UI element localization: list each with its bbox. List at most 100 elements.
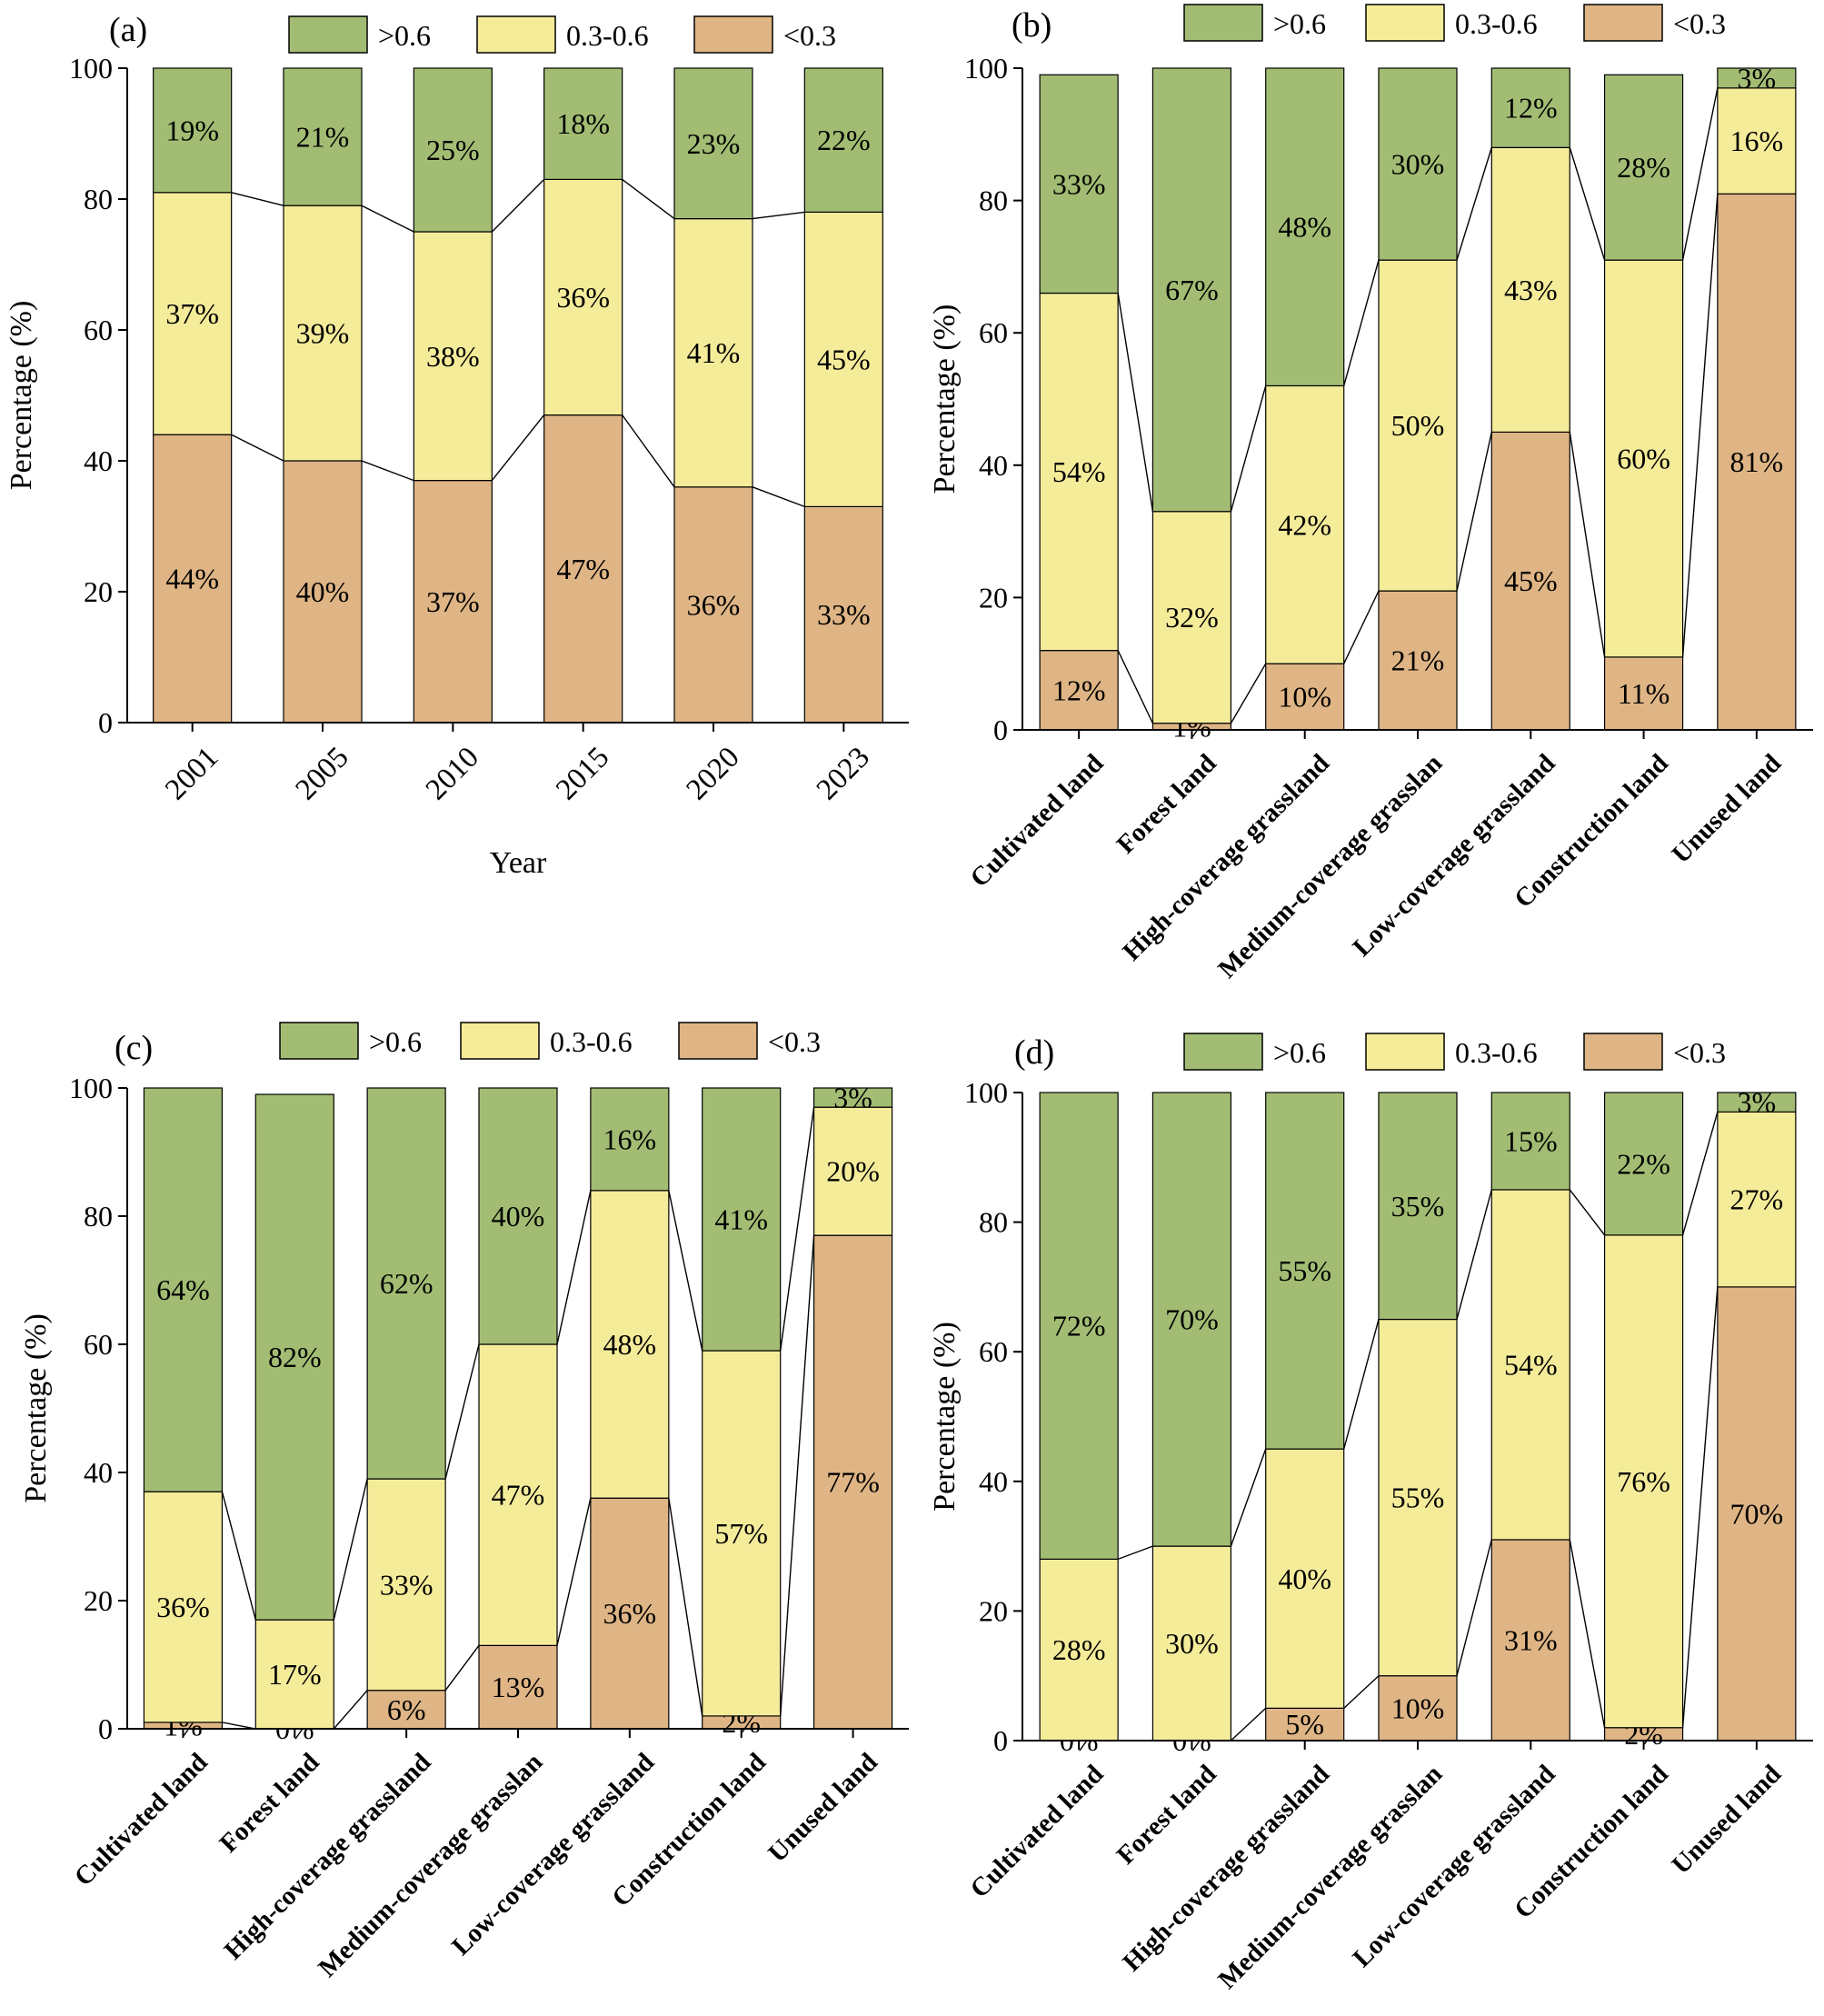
bar-high-2	[366, 1087, 446, 1480]
bar-mid-3	[1378, 1318, 1458, 1677]
x-category-label-2: High-coverage grassland	[219, 1748, 437, 1966]
connector-mid-0	[221, 1491, 256, 1621]
data-label-high-3: 30%	[1391, 148, 1445, 181]
y-axis-title: Percentage (%)	[928, 1322, 962, 1512]
x-category-label-6: Unused land	[762, 1748, 883, 1869]
connector-mid-1	[361, 205, 414, 233]
data-label-low-3: 10%	[1391, 1692, 1445, 1724]
y-tick-label-2: 40	[84, 444, 113, 477]
bar-low-3	[543, 414, 623, 724]
bar-high-3	[478, 1087, 558, 1345]
data-label-mid-0: 54%	[1052, 455, 1106, 488]
bar-mid-1	[1151, 511, 1232, 724]
data-label-mid-3: 36%	[556, 281, 610, 314]
bar-high-2	[413, 67, 493, 233]
legend-label-mid: 0.3-0.6	[1455, 7, 1538, 40]
x-category-label-1: Forest land	[1111, 749, 1222, 860]
y-tick-label-3: 60	[84, 1328, 113, 1361]
x-category-label-3: 2015	[550, 741, 615, 806]
data-label-mid-1: 32%	[1165, 601, 1219, 634]
bar-mid-2	[1265, 384, 1345, 664]
bar-high-5	[1603, 1092, 1684, 1236]
y-tick-label-0: 0	[98, 706, 113, 739]
connector-mid-0	[231, 192, 284, 206]
legend: >0.6 0.3-0.6 <0.3	[279, 1022, 821, 1060]
y-tick-label-1: 20	[979, 581, 1008, 614]
chart-panel-a: 44% 37% 19% 40% 39% 21% 37% 38% 25% 47% 36% 18% 36% 4…	[5, 11, 909, 880]
connector-mid-3	[622, 178, 675, 220]
data-label-low-3: 21%	[1391, 644, 1445, 677]
legend-swatch-low	[678, 1022, 758, 1060]
connector-low-4	[668, 1498, 703, 1717]
legend-swatch-mid	[1365, 4, 1445, 42]
panel-label: (d)	[1014, 1033, 1054, 1072]
legend-swatch-high	[279, 1022, 359, 1060]
bar-mid-6	[1717, 87, 1797, 195]
data-label-low-2: 10%	[1278, 681, 1331, 714]
x-category-label-6: Unused land	[1666, 749, 1787, 870]
bar-high-6	[1717, 67, 1797, 89]
y-tick-label-5: 100	[964, 52, 1008, 85]
legend-swatch-high	[288, 15, 368, 54]
bar-high-4	[673, 67, 753, 220]
panel-label: (b)	[1012, 6, 1052, 45]
data-label-high-3: 18%	[556, 107, 610, 140]
y-tick-label-0: 0	[993, 1724, 1008, 1757]
data-label-mid-3: 55%	[1391, 1482, 1445, 1514]
x-category-label-4: 2020	[681, 741, 746, 806]
x-category-label-4: Low-coverage grassland	[446, 1748, 660, 1961]
bar-low-6	[812, 1234, 893, 1730]
data-label-mid-4: 41%	[687, 336, 741, 369]
chart-panel-b: 12%54%33%1%32%67%10%42%48%21%50%30%45%43…	[928, 4, 1813, 984]
data-label-high-1: 70%	[1165, 1303, 1219, 1336]
x-category-label-0: Cultivated land	[965, 1760, 1110, 1904]
y-tick-label-4: 80	[84, 183, 113, 215]
bar-high-4	[1490, 1092, 1570, 1191]
connector-low-0	[222, 1722, 256, 1730]
bar-low-1	[283, 460, 363, 724]
bar-mid-3	[1378, 259, 1458, 592]
chart-panel-d: 0%28%72%0%30%70%5%40%55%10%55%35%31%54%1…	[928, 1033, 1813, 1995]
legend-label-low: <0.3	[1673, 7, 1726, 40]
connector-low-2	[1343, 590, 1380, 664]
data-label-high-6: 3%	[833, 1082, 872, 1114]
connector-low-2	[444, 1644, 480, 1692]
legend-swatch-mid	[1365, 1033, 1445, 1071]
bar-mid-0	[153, 192, 233, 435]
legend-swatch-high	[1183, 4, 1263, 42]
connector-low-4	[752, 486, 805, 508]
bar-high-2	[1265, 1092, 1345, 1450]
bar-high-5	[702, 1087, 782, 1352]
data-label-low-5: 11%	[1618, 677, 1670, 710]
x-category-label-1: Forest land	[214, 1748, 325, 1859]
connector-mid-4	[668, 1190, 703, 1352]
bar-low-4	[1490, 1539, 1570, 1742]
bar-mid-6	[1717, 1111, 1797, 1288]
connector-mid-5	[1681, 87, 1719, 261]
connector-low-1	[333, 1690, 368, 1730]
data-label-low-6: 70%	[1730, 1497, 1784, 1530]
bar-mid-5	[1603, 259, 1684, 658]
y-tick-label-3: 60	[979, 1335, 1008, 1368]
data-label-high-4: 15%	[1504, 1124, 1558, 1157]
connector-low-5	[780, 1235, 815, 1716]
bar-high-4	[590, 1087, 670, 1192]
bar-mid-5	[803, 211, 883, 507]
bar-high-5	[803, 67, 883, 213]
x-category-label-3: Medium-coverage grasslan	[313, 1748, 548, 1983]
bar-mid-0	[1039, 1558, 1119, 1742]
x-category-label-1: Forest land	[1111, 1760, 1222, 1871]
data-label-mid-6: 20%	[826, 1155, 880, 1188]
data-label-high-2: 48%	[1278, 211, 1331, 244]
bar-mid-0	[143, 1491, 224, 1723]
legend-label-mid: 0.3-0.6	[1455, 1036, 1538, 1069]
connector-low-0	[231, 434, 284, 462]
data-label-high-0: 72%	[1052, 1310, 1106, 1342]
x-category-label-1: 2005	[290, 741, 355, 806]
connector-low-3	[1456, 432, 1492, 592]
legend-label-low: <0.3	[1673, 1036, 1726, 1069]
y-tick-label-0: 0	[993, 714, 1008, 746]
bar-low-0	[1039, 650, 1119, 731]
data-label-high-0: 64%	[156, 1273, 210, 1306]
y-tick-label-2: 40	[979, 1465, 1008, 1498]
